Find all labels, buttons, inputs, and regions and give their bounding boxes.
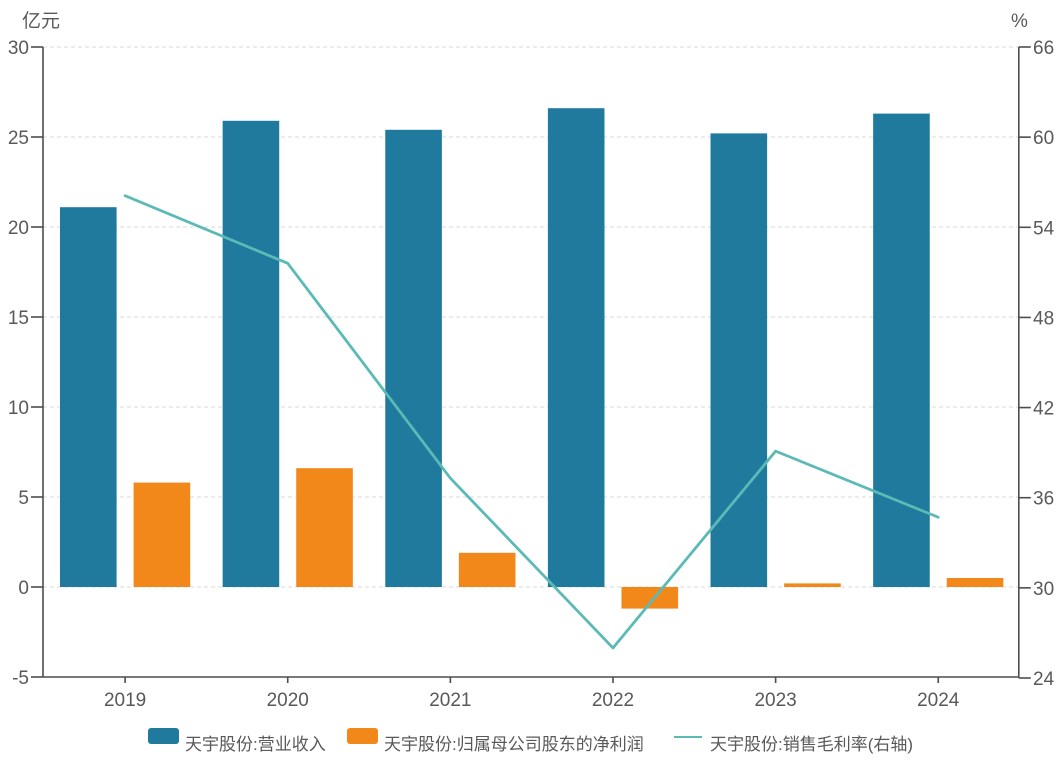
svg-text:2023: 2023	[754, 690, 796, 711]
svg-text:30: 30	[1033, 579, 1054, 600]
svg-text:2020: 2020	[267, 690, 309, 711]
svg-text:25: 25	[8, 128, 29, 149]
svg-text:36: 36	[1033, 489, 1054, 510]
svg-text:60: 60	[1033, 128, 1054, 149]
svg-text:10: 10	[8, 398, 29, 419]
svg-text:54: 54	[1033, 218, 1055, 239]
svg-text:2019: 2019	[104, 690, 146, 711]
svg-text:2024: 2024	[917, 690, 960, 711]
svg-text:42: 42	[1033, 399, 1054, 420]
svg-text:30: 30	[8, 38, 29, 59]
svg-text:20: 20	[8, 218, 29, 239]
svg-text:-5: -5	[12, 668, 29, 689]
svg-text:亿元: 亿元	[22, 10, 60, 32]
svg-text:66: 66	[1033, 38, 1054, 59]
svg-text:%: %	[1011, 11, 1028, 32]
svg-text:24: 24	[1033, 669, 1055, 690]
svg-text:15: 15	[8, 308, 29, 329]
svg-text:48: 48	[1033, 308, 1054, 329]
svg-text:2022: 2022	[592, 690, 634, 711]
svg-text:5: 5	[18, 488, 29, 509]
svg-text:0: 0	[18, 578, 29, 599]
svg-text:2021: 2021	[429, 690, 471, 711]
